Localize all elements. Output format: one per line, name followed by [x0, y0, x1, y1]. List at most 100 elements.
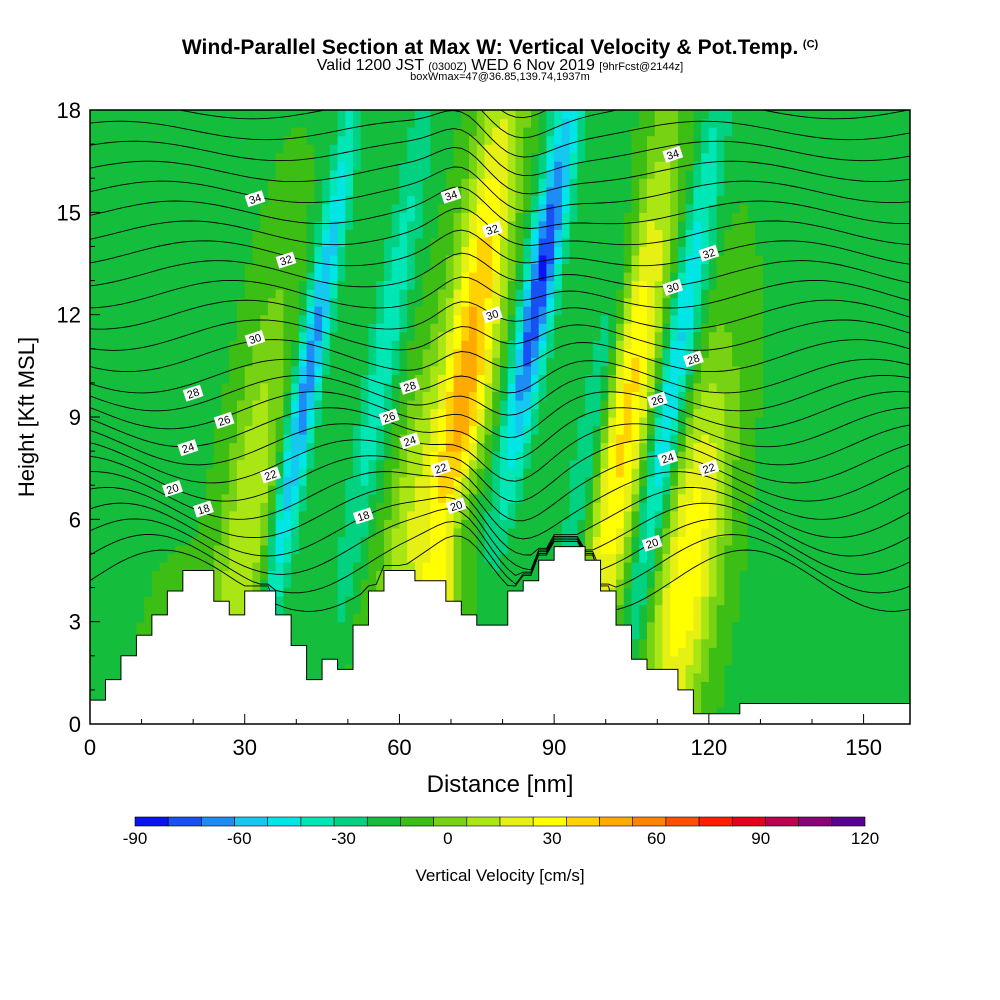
field-cell — [345, 246, 354, 256]
field-cell — [252, 408, 261, 418]
field-cell — [213, 220, 223, 230]
field-cell — [314, 340, 323, 350]
field-cell — [322, 212, 331, 222]
field-cell — [322, 621, 331, 631]
field-cell — [368, 374, 377, 384]
field-cell — [198, 212, 207, 222]
field-cell — [492, 493, 501, 503]
field-cell — [144, 553, 153, 563]
field-cell — [260, 553, 269, 563]
field-cell — [600, 340, 609, 350]
field-cell — [430, 434, 439, 444]
field-cell — [515, 178, 524, 188]
field-cell — [283, 297, 292, 307]
field-cell — [283, 536, 292, 546]
field-cell — [97, 681, 107, 691]
field-cell — [113, 451, 122, 461]
field-cell — [546, 229, 555, 239]
field-cell — [252, 178, 261, 188]
field-cell — [445, 510, 455, 520]
field-cell — [120, 527, 130, 537]
field-cell — [476, 314, 486, 324]
field-cell — [414, 374, 424, 384]
field-cell — [530, 135, 540, 145]
field-cell — [306, 561, 315, 572]
field-cell — [561, 289, 571, 299]
field-cell — [507, 203, 517, 213]
field-cell — [322, 229, 331, 239]
field-cell — [391, 212, 401, 222]
field-cell — [360, 536, 370, 546]
field-cell — [577, 178, 586, 188]
field-cell — [120, 434, 130, 444]
field-cell — [391, 331, 401, 341]
field-cell — [530, 502, 540, 512]
field-cell — [190, 246, 199, 256]
field-cell — [430, 195, 439, 205]
field-cell — [252, 476, 261, 486]
field-cell — [430, 374, 439, 384]
field-cell — [523, 289, 532, 299]
field-cell — [337, 655, 346, 665]
field-cell — [260, 246, 269, 256]
field-cell — [600, 323, 609, 333]
field-cell — [275, 280, 284, 290]
field-cell — [500, 161, 509, 171]
field-cell — [182, 468, 192, 478]
field-cell — [592, 382, 602, 393]
field-cell — [461, 237, 470, 248]
field-cell — [554, 314, 563, 324]
field-cell — [561, 237, 571, 248]
field-cell — [190, 229, 199, 239]
field-cell — [190, 289, 199, 299]
field-cell — [175, 365, 184, 375]
field-cell — [476, 408, 486, 418]
field-cell — [391, 365, 401, 375]
field-cell — [120, 468, 130, 478]
field-cell — [360, 152, 370, 162]
field-cell — [151, 536, 161, 546]
field-cell — [136, 493, 145, 503]
field-cell — [329, 382, 339, 393]
field-cell — [151, 212, 161, 222]
field-cell — [213, 229, 223, 239]
field-cell — [600, 272, 609, 282]
field-cell — [453, 110, 462, 120]
field-cell — [538, 348, 548, 358]
field-cell — [376, 289, 385, 299]
field-cell — [314, 544, 323, 555]
field-cell — [151, 391, 161, 401]
field-cell — [322, 220, 331, 230]
field-cell — [530, 220, 540, 230]
field-cell — [337, 314, 346, 324]
field-cell — [182, 195, 192, 205]
field-cell — [329, 280, 339, 290]
field-cell — [190, 459, 199, 469]
field-cell — [221, 485, 230, 495]
field-cell — [345, 110, 354, 120]
field-cell — [298, 502, 308, 512]
field-cell — [561, 502, 571, 512]
field-cell — [484, 212, 493, 222]
field-cell — [314, 434, 323, 444]
field-cell — [260, 459, 269, 469]
field-cell — [97, 459, 107, 469]
field-cell — [198, 527, 207, 537]
field-cell — [291, 289, 300, 299]
field-cell — [414, 476, 424, 486]
field-cell — [616, 348, 625, 358]
field-cell — [337, 365, 346, 375]
field-cell — [469, 604, 478, 614]
field-cell — [577, 382, 586, 393]
field-cell — [383, 493, 393, 503]
field-cell — [461, 178, 470, 188]
field-cell — [445, 280, 455, 290]
field-cell — [275, 323, 284, 333]
field-cell — [353, 399, 362, 410]
field-cell — [322, 169, 331, 179]
field-cell — [585, 502, 594, 512]
field-cell — [368, 127, 377, 137]
field-cell — [136, 254, 145, 265]
field-cell — [414, 553, 424, 563]
field-cell — [151, 408, 161, 418]
